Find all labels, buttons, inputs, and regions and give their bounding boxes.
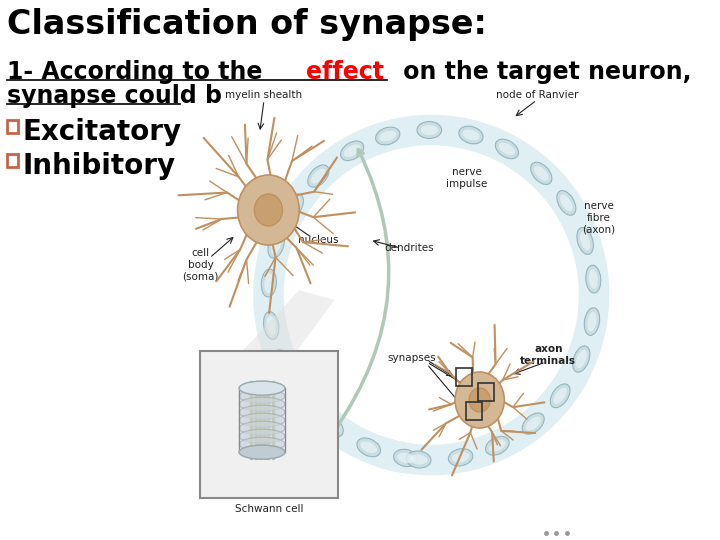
Ellipse shape xyxy=(288,198,300,215)
Ellipse shape xyxy=(376,127,400,145)
Ellipse shape xyxy=(406,451,431,468)
Text: synapses: synapses xyxy=(387,353,436,363)
Text: cell
body
(soma): cell body (soma) xyxy=(182,248,219,281)
Text: nerve
impulse: nerve impulse xyxy=(446,167,487,189)
Text: node of Ranvier: node of Ranvier xyxy=(495,90,578,100)
Bar xyxy=(467,402,482,420)
Ellipse shape xyxy=(586,265,601,293)
Ellipse shape xyxy=(420,125,438,135)
Ellipse shape xyxy=(325,419,340,433)
Ellipse shape xyxy=(455,372,504,428)
Ellipse shape xyxy=(254,194,282,226)
Ellipse shape xyxy=(321,415,343,437)
Ellipse shape xyxy=(489,440,505,451)
Ellipse shape xyxy=(499,143,515,155)
Ellipse shape xyxy=(495,139,518,159)
Ellipse shape xyxy=(344,145,360,157)
Ellipse shape xyxy=(284,194,303,219)
Text: nucleus: nucleus xyxy=(298,235,339,245)
Ellipse shape xyxy=(239,405,285,419)
Ellipse shape xyxy=(311,168,325,184)
Ellipse shape xyxy=(560,194,572,212)
Ellipse shape xyxy=(417,122,441,139)
Ellipse shape xyxy=(459,126,483,144)
Text: node of
Ranvier: node of Ranvier xyxy=(202,446,239,468)
Text: on the target neuron,: on the target neuron, xyxy=(395,60,691,84)
Ellipse shape xyxy=(264,312,279,339)
Ellipse shape xyxy=(394,449,418,467)
Bar xyxy=(456,368,472,386)
Ellipse shape xyxy=(526,416,541,431)
Ellipse shape xyxy=(277,354,288,372)
Ellipse shape xyxy=(572,346,590,372)
Ellipse shape xyxy=(239,429,285,443)
Ellipse shape xyxy=(580,232,590,251)
Ellipse shape xyxy=(588,312,597,332)
Ellipse shape xyxy=(239,389,285,403)
Ellipse shape xyxy=(452,452,469,462)
Bar xyxy=(478,383,494,401)
Ellipse shape xyxy=(238,175,300,245)
Ellipse shape xyxy=(295,387,315,411)
Ellipse shape xyxy=(449,449,473,466)
Bar xyxy=(7,154,19,167)
Ellipse shape xyxy=(361,442,377,453)
Ellipse shape xyxy=(554,388,567,404)
Text: myelin: myelin xyxy=(198,409,231,419)
Ellipse shape xyxy=(522,413,544,434)
Ellipse shape xyxy=(589,269,598,289)
Ellipse shape xyxy=(239,437,285,451)
Text: axon
terminals: axon terminals xyxy=(521,344,576,366)
Text: dendrites: dendrites xyxy=(384,243,434,253)
Text: nerve
fibers: nerve fibers xyxy=(236,363,269,385)
Ellipse shape xyxy=(271,235,282,254)
Ellipse shape xyxy=(462,130,480,140)
Text: Classification of synapse:: Classification of synapse: xyxy=(7,8,487,41)
Ellipse shape xyxy=(261,269,276,297)
Ellipse shape xyxy=(298,391,312,407)
Ellipse shape xyxy=(266,316,276,335)
Ellipse shape xyxy=(397,453,415,463)
Ellipse shape xyxy=(485,436,509,455)
Ellipse shape xyxy=(534,166,549,181)
FancyBboxPatch shape xyxy=(199,351,338,498)
Ellipse shape xyxy=(239,413,285,427)
Ellipse shape xyxy=(264,273,274,293)
Polygon shape xyxy=(242,290,334,352)
Ellipse shape xyxy=(577,227,593,254)
Ellipse shape xyxy=(557,191,576,215)
Ellipse shape xyxy=(469,388,490,412)
Ellipse shape xyxy=(531,162,552,185)
Text: Inhibitory: Inhibitory xyxy=(23,152,176,180)
Ellipse shape xyxy=(307,165,329,187)
Text: effect: effect xyxy=(307,60,384,84)
Text: nerve
fibre
(axon): nerve fibre (axon) xyxy=(582,201,615,234)
Bar xyxy=(7,120,19,133)
Ellipse shape xyxy=(239,445,285,459)
Text: myelin shealth: myelin shealth xyxy=(225,90,302,100)
Ellipse shape xyxy=(576,350,587,368)
Ellipse shape xyxy=(268,231,284,258)
Ellipse shape xyxy=(410,455,428,464)
Ellipse shape xyxy=(239,381,285,395)
Ellipse shape xyxy=(357,438,381,457)
Ellipse shape xyxy=(239,421,285,435)
Ellipse shape xyxy=(379,131,396,141)
Text: Excitatory: Excitatory xyxy=(23,118,182,146)
Text: synapse could b: synapse could b xyxy=(7,84,222,108)
Ellipse shape xyxy=(239,397,285,411)
Ellipse shape xyxy=(274,349,292,376)
Ellipse shape xyxy=(550,384,570,408)
Ellipse shape xyxy=(239,445,285,459)
Ellipse shape xyxy=(239,381,285,395)
Ellipse shape xyxy=(584,308,600,335)
Ellipse shape xyxy=(341,141,364,160)
Text: Schwann cell: Schwann cell xyxy=(235,504,303,514)
Text: 1- According to the: 1- According to the xyxy=(7,60,271,84)
